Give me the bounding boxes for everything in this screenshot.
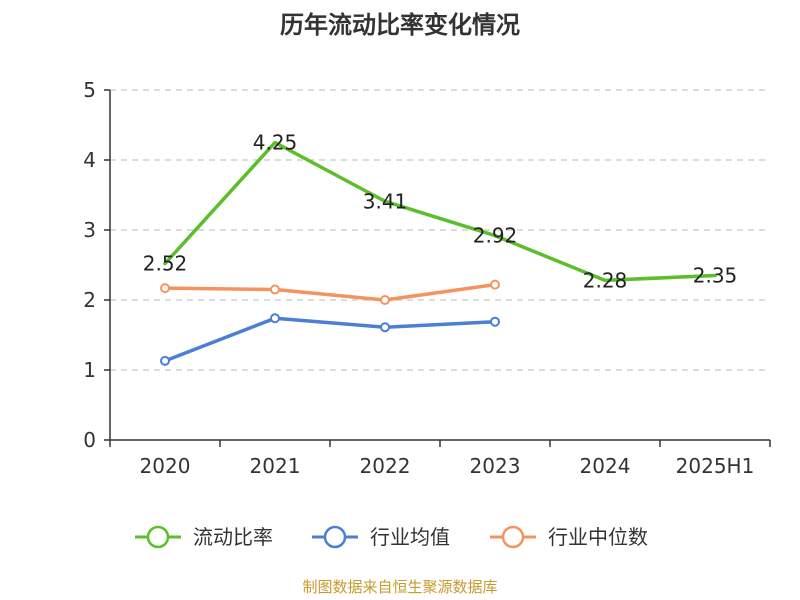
gridlines bbox=[110, 89, 770, 371]
y-tick-label-5: 5 bbox=[83, 78, 96, 102]
point-行业中位数-2023 bbox=[490, 279, 500, 290]
data-label-2021: 4.25 bbox=[253, 131, 298, 155]
y-tick-label-0: 0 bbox=[83, 428, 96, 452]
axes: 0 1 2 3 4 5 2020 2021 2022 2023 2024 2025H1 bbox=[83, 78, 771, 478]
x-tick-label-2024: 2024 bbox=[580, 454, 631, 478]
point-行业中位数-2022 bbox=[380, 295, 390, 305]
legend-label-流动比率: 流动比率 bbox=[193, 525, 273, 549]
y-tick-label-4: 4 bbox=[83, 148, 96, 172]
x-tick-label-2023: 2023 bbox=[470, 454, 521, 478]
series-流动比率 bbox=[163, 140, 717, 283]
series-line-流动比率 bbox=[163, 140, 717, 283]
point-行业均值-2021 bbox=[270, 313, 280, 324]
series-行业均值 bbox=[160, 313, 500, 366]
point-行业中位数-2020 bbox=[160, 283, 170, 294]
data-labels: 2.52 4.25 3.41 2.92 2.28 2.35 bbox=[143, 131, 738, 293]
series-layer bbox=[160, 140, 717, 366]
chart-title: 历年流动比率变化情况 bbox=[280, 11, 520, 39]
legend[interactable]: 流动比率 行业均值 行业中位数 bbox=[135, 525, 648, 549]
source-note: 制图数据来自恒生聚源数据库 bbox=[302, 578, 497, 596]
data-label-2025H1: 2.35 bbox=[693, 264, 738, 288]
legend-marker-行业均值 bbox=[323, 525, 347, 549]
series-行业中位数 bbox=[160, 279, 500, 305]
point-行业均值-2020 bbox=[160, 355, 170, 366]
y-tick-label-2: 2 bbox=[83, 288, 96, 312]
point-行业中位数-2021 bbox=[270, 284, 280, 295]
legend-label-行业中位数: 行业中位数 bbox=[548, 525, 648, 549]
data-label-2023: 2.92 bbox=[473, 224, 518, 248]
point-行业均值-2023 bbox=[490, 316, 500, 327]
x-tick-label-2021: 2021 bbox=[250, 454, 301, 478]
data-label-2020: 2.52 bbox=[143, 252, 188, 276]
legend-label-行业均值: 行业均值 bbox=[370, 525, 450, 549]
x-tick-label-2022: 2022 bbox=[360, 454, 411, 478]
legend-marker-流动比率 bbox=[146, 525, 170, 549]
legend-item-行业中位数[interactable]: 行业中位数 bbox=[490, 525, 648, 549]
y-tick-label-3: 3 bbox=[83, 218, 96, 242]
x-tick-label-2020: 2020 bbox=[140, 454, 191, 478]
legend-item-流动比率[interactable]: 流动比率 bbox=[135, 525, 273, 549]
legend-marker-行业中位数 bbox=[501, 525, 525, 549]
data-label-2024: 2.28 bbox=[583, 268, 628, 292]
y-tick-label-1: 1 bbox=[83, 358, 96, 382]
series-line-行业均值 bbox=[163, 316, 497, 363]
legend-item-行业均值[interactable]: 行业均值 bbox=[312, 525, 450, 549]
point-行业均值-2022 bbox=[380, 322, 390, 333]
data-label-2022: 3.41 bbox=[363, 189, 408, 213]
series-line-行业中位数 bbox=[163, 282, 497, 302]
x-tick-label-2025H1: 2025H1 bbox=[676, 454, 755, 478]
